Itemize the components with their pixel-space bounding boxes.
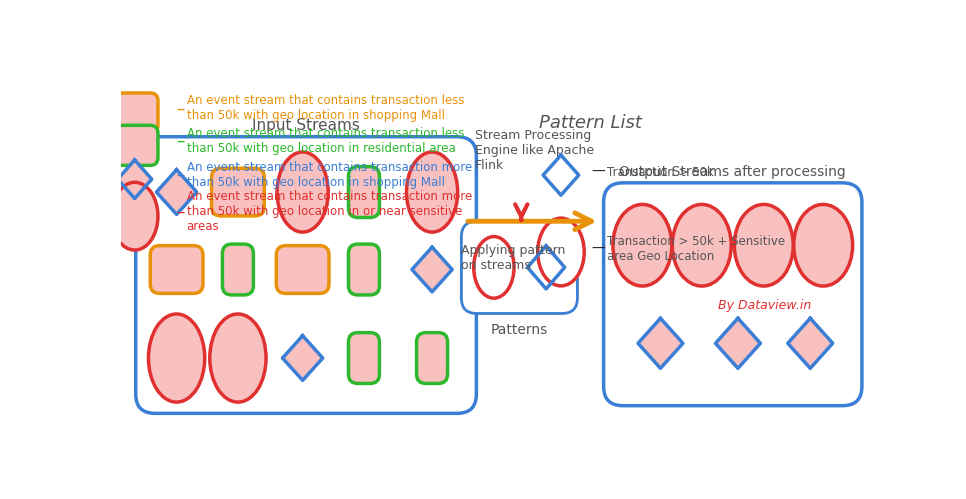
Text: Output Streams after processing: Output Streams after processing (619, 165, 846, 179)
FancyBboxPatch shape (349, 244, 380, 295)
Ellipse shape (473, 237, 514, 298)
Ellipse shape (538, 218, 584, 286)
Text: Input Streams: Input Streams (252, 118, 360, 133)
FancyBboxPatch shape (135, 137, 476, 413)
Polygon shape (716, 318, 760, 368)
Text: Applying pattern
on streams: Applying pattern on streams (462, 245, 566, 272)
Ellipse shape (149, 314, 205, 402)
FancyBboxPatch shape (276, 246, 329, 293)
Text: An event stream that contains transaction more
than 50k with geo location in or : An event stream that contains transactio… (186, 190, 471, 233)
Text: An event stream that contains transaction more
than 50k with geo location in sho: An event stream that contains transactio… (186, 161, 471, 189)
Ellipse shape (111, 182, 158, 250)
Ellipse shape (794, 205, 853, 286)
FancyBboxPatch shape (222, 244, 253, 295)
Polygon shape (118, 160, 152, 199)
FancyBboxPatch shape (416, 333, 447, 383)
Polygon shape (543, 155, 579, 195)
FancyBboxPatch shape (151, 246, 203, 293)
Text: By Dataview.in: By Dataview.in (718, 299, 811, 312)
Text: An event stream that contains transaction less
than 50k with geo location in res: An event stream that contains transactio… (186, 127, 464, 155)
FancyBboxPatch shape (604, 183, 862, 406)
Ellipse shape (407, 152, 458, 232)
Ellipse shape (734, 205, 793, 286)
Polygon shape (788, 318, 833, 368)
Polygon shape (282, 336, 323, 380)
FancyBboxPatch shape (212, 168, 265, 216)
Ellipse shape (672, 205, 731, 286)
Text: Stream Processing
Engine like Apache
Flink: Stream Processing Engine like Apache Fli… (475, 129, 594, 172)
FancyBboxPatch shape (462, 221, 578, 313)
FancyBboxPatch shape (349, 167, 380, 218)
Text: Transaction > 50k: Transaction > 50k (607, 166, 714, 179)
Polygon shape (156, 170, 197, 215)
FancyBboxPatch shape (349, 333, 380, 383)
Polygon shape (638, 318, 683, 368)
Text: –: – (177, 166, 185, 184)
FancyBboxPatch shape (111, 125, 158, 165)
Text: —: — (591, 242, 605, 256)
Text: Pattern List: Pattern List (539, 114, 642, 132)
Text: An event stream that contains transaction less
than 50k with geo location in sho: An event stream that contains transactio… (186, 94, 464, 122)
Text: —: — (591, 165, 605, 179)
Text: –: – (177, 132, 185, 150)
Polygon shape (412, 247, 452, 292)
Polygon shape (527, 246, 565, 289)
Text: Patterns: Patterns (491, 323, 548, 337)
Text: –: – (177, 203, 185, 221)
Ellipse shape (612, 205, 671, 286)
FancyBboxPatch shape (111, 93, 158, 133)
Ellipse shape (277, 152, 328, 232)
Text: Transaction > 50k + Sensitive
area Geo Location: Transaction > 50k + Sensitive area Geo L… (607, 235, 784, 263)
Text: –: – (177, 99, 185, 117)
Ellipse shape (210, 314, 266, 402)
